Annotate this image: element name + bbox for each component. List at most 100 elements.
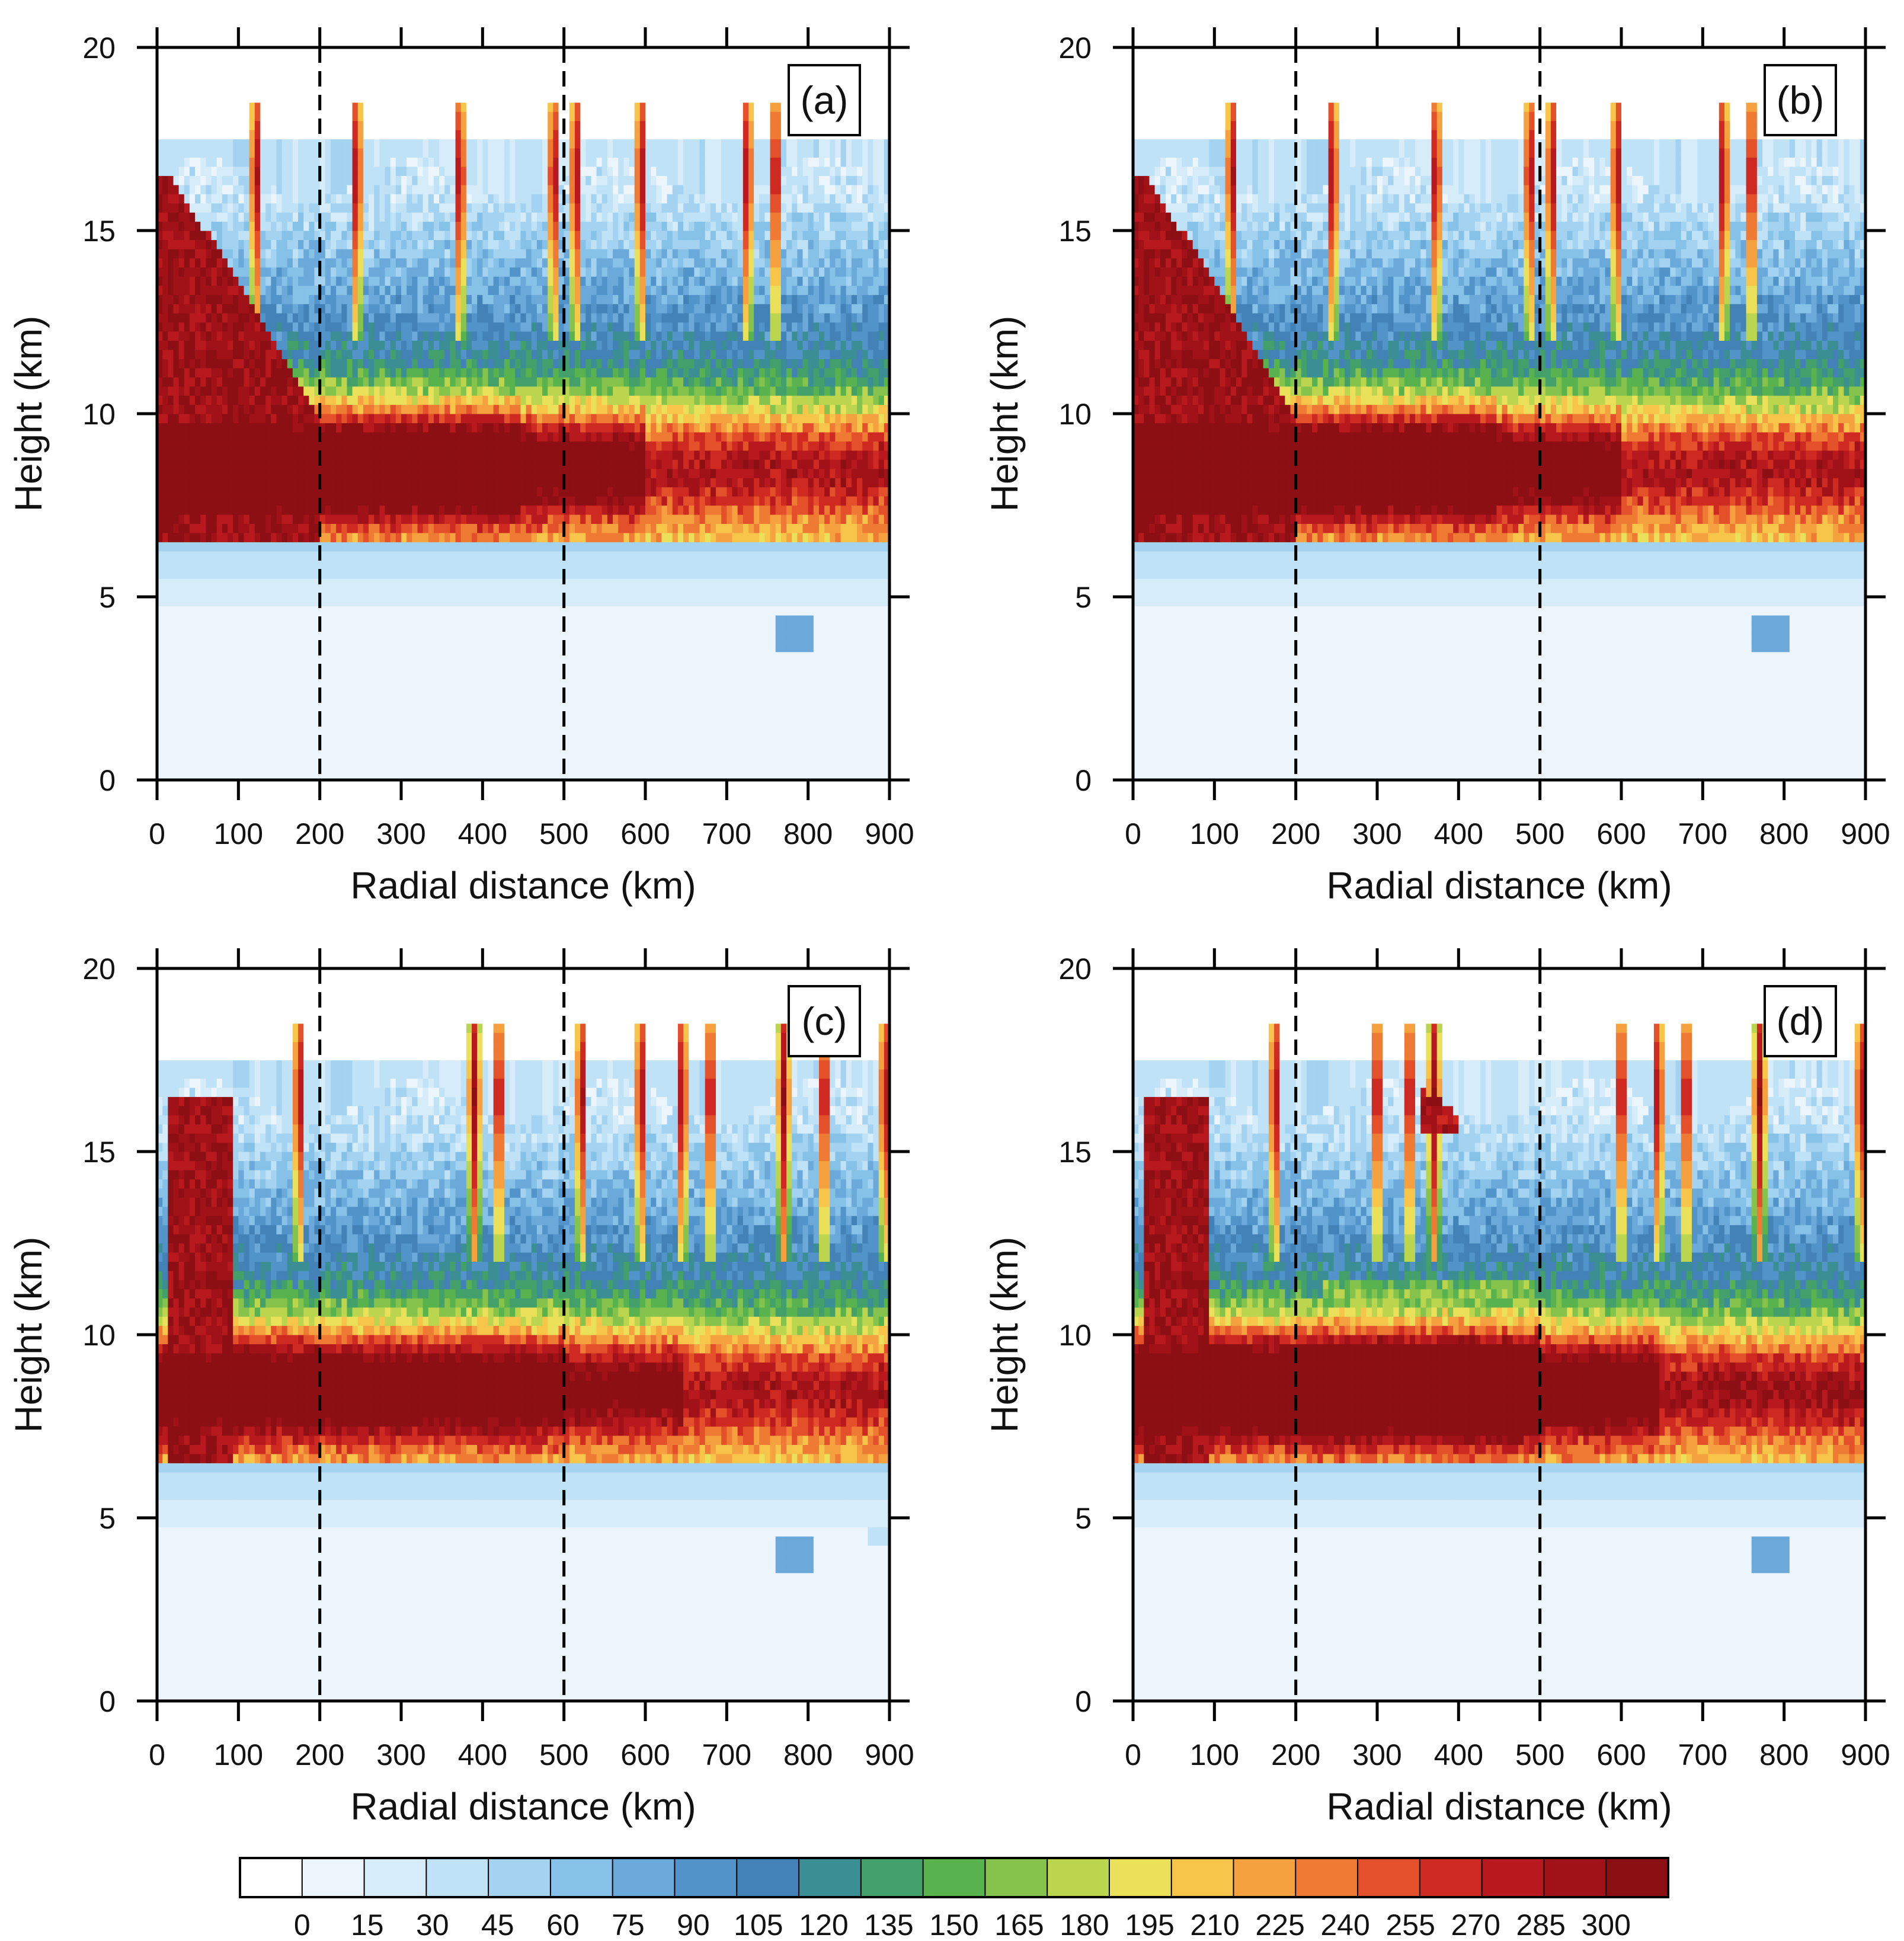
heatmap-cell bbox=[200, 395, 206, 405]
heatmap-cell bbox=[212, 661, 217, 670]
heatmap-cell bbox=[179, 679, 185, 689]
heatmap-cell bbox=[162, 450, 168, 460]
heatmap-cell bbox=[228, 340, 233, 350]
heatmap-cell bbox=[228, 670, 233, 680]
heatmap-cell bbox=[228, 286, 233, 295]
heatmap-cell bbox=[222, 139, 228, 149]
heatmap-cell bbox=[190, 734, 196, 744]
heatmap-cell bbox=[200, 231, 206, 240]
heatmap-cell bbox=[168, 478, 174, 487]
heatmap-cell bbox=[206, 716, 212, 725]
heatmap-cell bbox=[179, 469, 185, 478]
heatmap-cell bbox=[212, 313, 217, 322]
heatmap-cell bbox=[217, 75, 223, 84]
heatmap-cell bbox=[200, 157, 206, 167]
heatmap-cell bbox=[179, 185, 185, 194]
heatmap-cell bbox=[217, 743, 223, 753]
heatmap-cell bbox=[228, 93, 233, 103]
heatmap-cell bbox=[200, 75, 206, 84]
figure: 0 100 200 300 400 500 600 700 800 90005101520Radi… bbox=[0, 0, 1904, 1941]
heatmap-cell bbox=[168, 533, 174, 542]
heatmap-cell bbox=[179, 267, 185, 277]
heatmap-cell bbox=[228, 185, 233, 194]
heatmap-cell bbox=[173, 652, 179, 661]
heatmap-cell bbox=[195, 423, 201, 432]
heatmap-cell bbox=[217, 624, 223, 634]
heatmap-cell bbox=[162, 743, 168, 753]
heatmap-cell bbox=[200, 239, 206, 249]
heatmap-cell bbox=[184, 588, 190, 597]
heatmap-cell bbox=[195, 340, 201, 350]
heatmap-cell bbox=[233, 725, 239, 734]
heatmap-cell bbox=[190, 514, 196, 524]
heatmap-cell bbox=[168, 66, 174, 75]
heatmap-cell bbox=[179, 331, 185, 341]
heatmap-cell bbox=[206, 66, 212, 75]
heatmap-cell bbox=[195, 56, 201, 66]
heatmap-cell bbox=[173, 533, 179, 542]
heatmap-cell bbox=[222, 578, 228, 588]
heatmap-cell bbox=[200, 194, 206, 203]
heatmap-cell bbox=[184, 652, 190, 661]
heatmap-cell bbox=[228, 698, 233, 707]
heatmap-cell bbox=[200, 93, 206, 103]
heatmap-cell bbox=[195, 743, 201, 753]
heatmap-cell bbox=[222, 350, 228, 359]
heatmap-cell bbox=[222, 203, 228, 213]
heatmap-cell bbox=[217, 551, 223, 561]
heatmap-cell bbox=[162, 689, 168, 698]
heatmap-cell bbox=[195, 304, 201, 314]
heatmap-cell bbox=[162, 130, 168, 139]
heatmap-cell bbox=[222, 239, 228, 249]
heatmap-cell bbox=[190, 450, 196, 460]
heatmap-cell bbox=[184, 130, 190, 139]
heatmap-cell bbox=[217, 368, 223, 378]
heatmap-cell bbox=[228, 441, 233, 450]
heatmap-cell bbox=[168, 93, 174, 103]
heatmap-cell bbox=[173, 249, 179, 258]
heatmap-cell bbox=[222, 304, 228, 314]
heatmap-cell bbox=[200, 121, 206, 130]
heatmap-cell bbox=[200, 249, 206, 258]
heatmap-cell bbox=[179, 533, 185, 542]
heatmap-cell bbox=[190, 111, 196, 121]
heatmap-cell bbox=[206, 276, 212, 286]
heatmap-cell bbox=[179, 249, 185, 258]
heatmap-cell bbox=[200, 679, 206, 689]
heatmap-cell bbox=[200, 139, 206, 149]
heatmap-cell bbox=[184, 716, 190, 725]
heatmap-cell bbox=[206, 157, 212, 167]
heatmap-cell bbox=[173, 514, 179, 524]
heatmap-cell bbox=[212, 642, 217, 652]
heatmap-cell bbox=[206, 304, 212, 314]
heatmap-cell bbox=[168, 661, 174, 670]
heatmap-cell bbox=[200, 523, 206, 533]
heatmap-cell bbox=[206, 496, 212, 506]
heatmap-cell bbox=[217, 478, 223, 487]
heatmap-cell bbox=[217, 203, 223, 213]
heatmap-cell bbox=[190, 652, 196, 661]
heatmap-cell bbox=[173, 258, 179, 267]
heatmap-cell bbox=[173, 551, 179, 561]
heatmap-cell bbox=[179, 642, 185, 652]
heatmap-cell bbox=[217, 359, 223, 368]
heatmap-cell bbox=[162, 514, 168, 524]
heatmap-cell bbox=[162, 487, 168, 497]
heatmap-cell bbox=[228, 167, 233, 176]
heatmap-cell bbox=[206, 286, 212, 295]
heatmap-cell bbox=[173, 414, 179, 423]
heatmap-cell bbox=[190, 706, 196, 716]
heatmap-cell bbox=[206, 368, 212, 378]
heatmap-cell bbox=[212, 194, 217, 203]
heatmap-cell bbox=[200, 432, 206, 442]
heatmap-cell bbox=[228, 551, 233, 561]
heatmap-cell bbox=[217, 542, 223, 551]
heatmap-cell bbox=[162, 66, 168, 75]
heatmap-cell bbox=[228, 634, 233, 643]
heatmap-cell bbox=[195, 597, 201, 606]
heatmap-cell bbox=[190, 642, 196, 652]
heatmap-cell bbox=[173, 542, 179, 551]
heatmap-cell bbox=[179, 157, 185, 167]
heatmap-cell bbox=[233, 670, 239, 680]
heatmap-cell bbox=[190, 634, 196, 643]
